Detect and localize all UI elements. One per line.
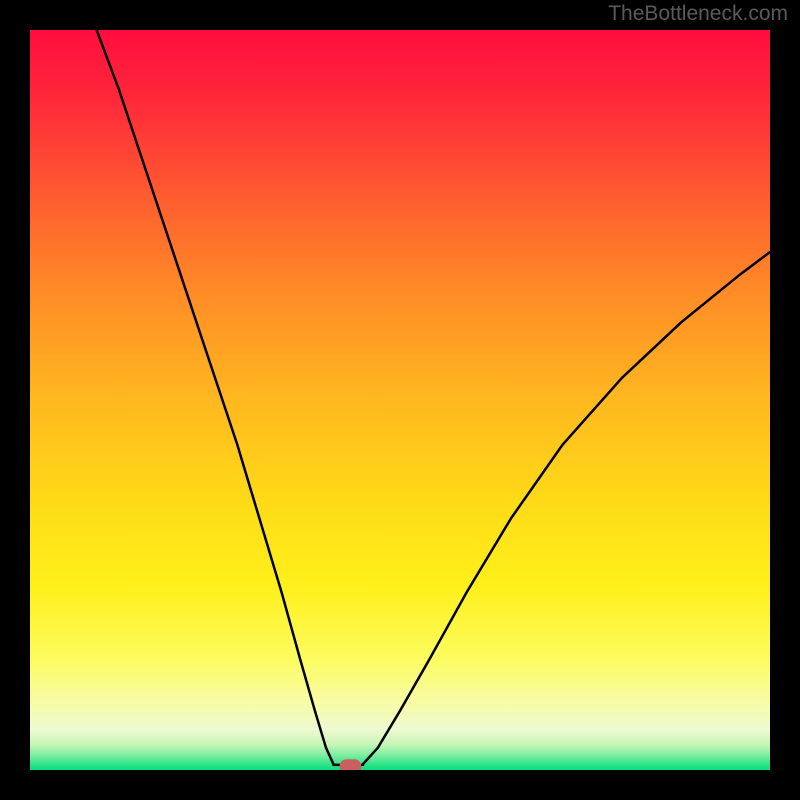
chart-root: TheBottleneck.com xyxy=(0,0,800,800)
watermark-text: TheBottleneck.com xyxy=(608,2,788,26)
bottleneck-chart xyxy=(0,0,800,800)
gradient-background xyxy=(30,30,770,770)
